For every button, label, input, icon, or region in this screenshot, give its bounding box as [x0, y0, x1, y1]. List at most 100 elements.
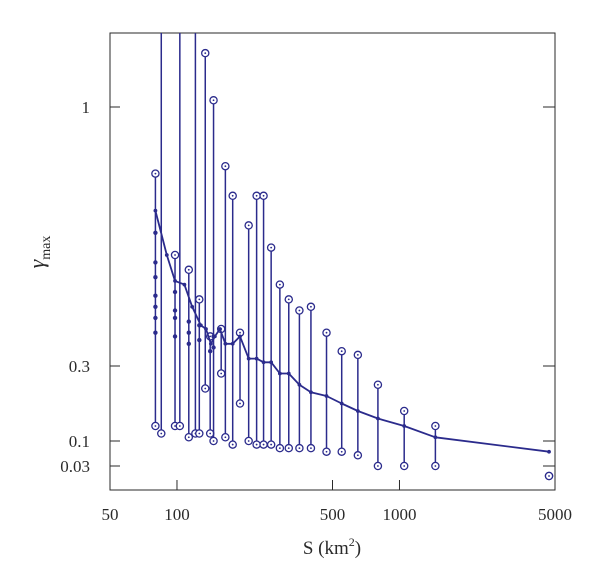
range-high-marker-dot: [204, 52, 207, 55]
basin-sample-point: [197, 337, 202, 343]
range-low-marker-dot: [154, 425, 157, 427]
range-low-marker-dot: [377, 465, 379, 467]
range-low-marker-dot: [270, 443, 273, 446]
axis-ticks: 50 100 500 1000 5000 1 0.3 0.1 0.03: [60, 98, 572, 524]
range-high-marker-dot: [154, 172, 157, 175]
range-high-marker-dot: [198, 298, 201, 301]
series-point: [402, 424, 407, 428]
basin-sample-point: [153, 293, 158, 298]
range-low-marker-dot: [187, 436, 190, 439]
range-low-marker-dot: [287, 447, 290, 450]
range-low-marker-dot: [247, 440, 250, 442]
range-high-marker-dot: [377, 383, 379, 386]
range-low-marker-dot: [224, 436, 227, 439]
range-low-marker-dot: [340, 450, 343, 453]
series-point: [339, 401, 344, 406]
basin-sample-point: [153, 315, 158, 321]
range-high-marker-dot: [231, 194, 234, 197]
range-high-marker-dot: [310, 305, 312, 308]
x-tick-label: 1000: [382, 505, 416, 524]
range-low-marker-dot: [403, 465, 406, 467]
series-point: [376, 416, 380, 421]
series-point: [173, 279, 177, 283]
plot-border: [109, 32, 556, 491]
range-high-marker-dot: [356, 354, 359, 356]
x-axis-label-exponent: 2: [349, 535, 355, 549]
basin-sample-point: [186, 330, 191, 335]
series-point: [164, 253, 169, 257]
range-high-marker-dot: [434, 425, 437, 427]
plot-frame: [109, 32, 556, 491]
series-point: [547, 449, 551, 454]
range-high-marker-dot: [224, 165, 227, 168]
range-high-marker-dot: [298, 309, 301, 312]
range-high-marker-dot: [278, 283, 281, 286]
series-point: [153, 208, 158, 213]
x-tick-label: 100: [164, 505, 190, 524]
range-high-marker-dot: [403, 410, 406, 412]
y-tick-label: 0.03: [60, 457, 90, 476]
range-low-marker-dot: [198, 432, 201, 435]
series-point: [190, 304, 195, 309]
series-point: [246, 356, 251, 361]
range-high-marker-dot: [239, 331, 241, 334]
series-point: [277, 371, 282, 376]
basin-sample-point: [207, 349, 213, 354]
range-low-marker-dot: [220, 372, 223, 375]
range-low-marker-dot: [255, 443, 258, 446]
series-point: [182, 282, 187, 287]
series-line: [154, 210, 550, 453]
range-low-marker-dot: [298, 447, 301, 450]
data-marks: [151, 33, 554, 481]
series-point: [309, 390, 313, 395]
x-tick-label: 50: [102, 505, 119, 524]
range-low-marker-dot: [325, 450, 328, 453]
basin-sample-point: [153, 260, 158, 265]
basin-sample-point: [172, 334, 178, 339]
range-low-marker-dot: [178, 425, 181, 427]
basin-sample-point: [186, 341, 191, 346]
series-point: [433, 435, 438, 440]
basin-sample-point: [211, 345, 216, 350]
range-low-marker-dot: [310, 447, 312, 450]
range-high-marker-dot: [287, 298, 290, 301]
basin-sample-point: [186, 319, 191, 324]
series-point: [204, 327, 208, 331]
series-point: [212, 334, 217, 339]
range-low-marker-dot: [356, 454, 359, 457]
series-point: [254, 356, 259, 361]
basin-sample-point: [172, 308, 178, 313]
range-low-marker-dot: [239, 402, 241, 405]
x-axis-label-text: S (km: [303, 538, 349, 559]
range-low-marker-dot: [231, 443, 234, 446]
series-point: [208, 341, 213, 346]
basin-sample-point: [172, 289, 178, 295]
y-tick-label: 0.1: [69, 432, 90, 451]
series-point: [269, 360, 274, 365]
range-high-marker-dot: [325, 331, 328, 334]
basin-sample-point: [153, 275, 158, 280]
basin-sample-point: [153, 304, 158, 309]
range-low-marker-dot: [209, 432, 212, 435]
series-point: [218, 327, 222, 331]
range-high-marker-dot: [340, 350, 343, 353]
range-high-marker-dot: [255, 194, 258, 197]
range-low-marker-dot: [174, 425, 176, 427]
range-high-marker-dot: [212, 99, 215, 102]
range-low-marker-dot: [160, 432, 163, 435]
x-tick-label: 5000: [538, 505, 572, 524]
x-tick-label: 500: [320, 505, 346, 524]
series-point: [286, 371, 291, 376]
series-point: [324, 394, 329, 398]
y-axis-label-symbol: γ: [24, 258, 49, 268]
range-low-marker-dot: [204, 387, 207, 390]
range-high-marker-dot: [247, 224, 250, 227]
range-high-marker-dot: [209, 335, 212, 338]
range-low-marker-dot: [212, 440, 215, 442]
y-tick-label: 1: [82, 98, 91, 117]
series-point: [261, 360, 266, 365]
series-point: [355, 409, 360, 413]
series-point: [223, 341, 228, 346]
